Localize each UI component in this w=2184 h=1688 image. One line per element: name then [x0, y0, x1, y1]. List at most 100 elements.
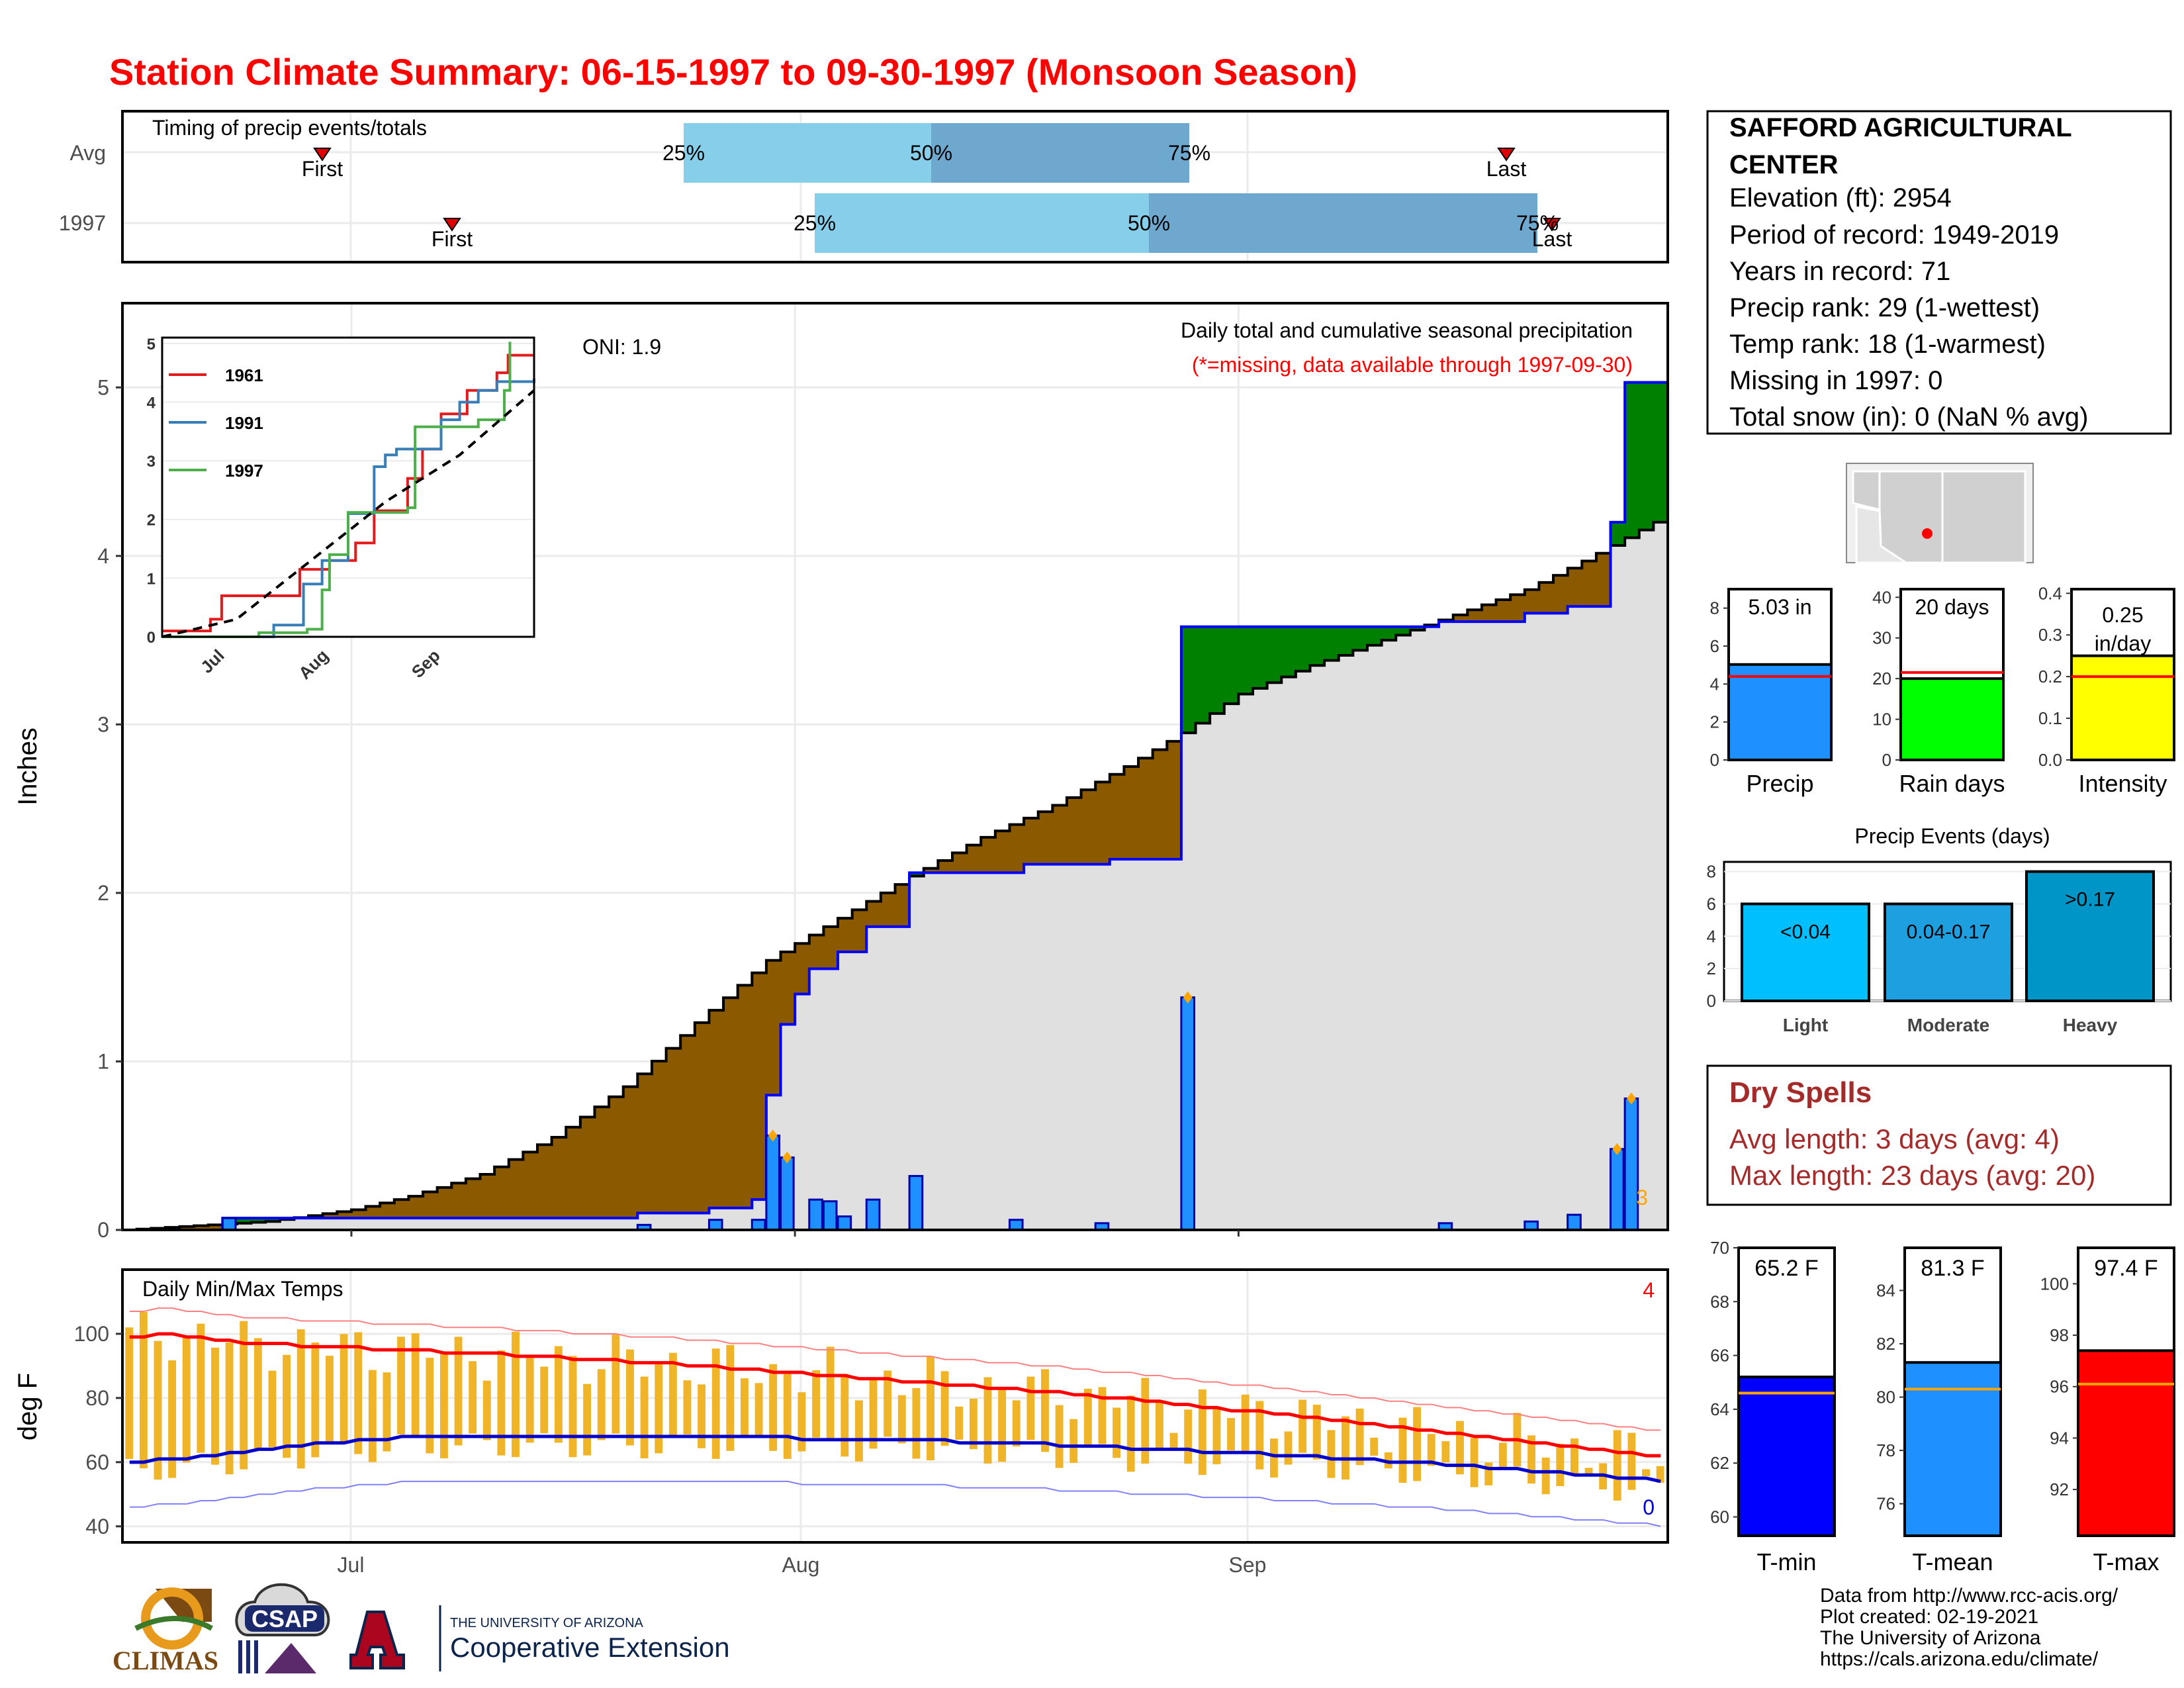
deficit-area [322, 1213, 338, 1219]
temp-summary-ytick-label: 70 [1710, 1238, 1729, 1258]
daily-temp-range-bar [340, 1334, 348, 1442]
daily-temp-range-bar [125, 1327, 134, 1459]
cumulative-base-area [1224, 704, 1239, 1230]
observed-cumulative-line [122, 381, 1668, 1231]
cumulative-base-area [1596, 606, 1612, 1230]
avg-timing-bar-late [931, 123, 1189, 183]
deficit-area [1567, 568, 1582, 607]
deficit-area [1024, 818, 1039, 865]
precip-events-chart: Precip Events (days) 0 2 4 6 8 <0.04 Light 0.04… [1707, 824, 2172, 1035]
surplus-area [1224, 626, 1239, 704]
surplus-area [909, 872, 925, 876]
daily-temp-range-bar [383, 1372, 391, 1452]
deficit-area [1553, 575, 1569, 614]
csap-logo: CSAP [235, 1583, 330, 1673]
temp-summary-ytick-label: 82 [1876, 1334, 1895, 1354]
temp-bar-charts: 65.2 F 60 62 64 66 68 70 T-min 81.3 F 76 78 80 82 84 T… [1710, 1238, 2175, 1575]
temp-summary-ytick-label: 78 [1876, 1440, 1895, 1460]
summary-label-0: Precip [1746, 770, 1813, 797]
footer-line-1: Data from http://www.rcc-acis.org/ [1820, 1585, 2118, 1607]
deficit-area [952, 853, 968, 873]
cumulative-base-area [1653, 522, 1668, 1230]
daily-precip-marker [1183, 991, 1193, 1004]
daily-temp-range-bar [1613, 1430, 1621, 1501]
daily-temp-range-bar [497, 1350, 506, 1456]
oni-label: ONI: 1.9 [582, 335, 661, 359]
daily-temp-range-bar [769, 1364, 778, 1451]
cumulative-base-area [394, 1218, 410, 1230]
daily-temp-range-bar [354, 1332, 363, 1454]
daily-temp-range-bar [1255, 1401, 1264, 1470]
temp-summary-ytick-label: 64 [1710, 1399, 1729, 1419]
precip-ytick-label: 2 [97, 881, 109, 905]
summary-value-1: 20 days [1915, 595, 1989, 619]
daily-temp-range-bar [482, 1380, 491, 1440]
daily-temp-range-bar [1370, 1437, 1379, 1456]
deficit-area [1524, 589, 1540, 614]
daily-temp-range-bar [583, 1383, 592, 1456]
precip-ylabel: Inches [13, 727, 42, 806]
deficit-area [1109, 774, 1125, 859]
x-tick-jul: Jul [338, 1553, 365, 1577]
inset-ytick-label: 1 [147, 570, 156, 588]
cumulative-base-area [880, 926, 896, 1230]
info-snow: Total snow (in): 0 (NaN % avg) [1729, 402, 2088, 432]
daily-temp-range-bar [626, 1349, 634, 1446]
legend-1961: 1961 [225, 365, 263, 385]
temp-summary-ytick-label: 80 [1876, 1387, 1895, 1407]
info-missing: Missing in 1997: 0 [1729, 366, 1942, 395]
avg-max-line [129, 1332, 1661, 1458]
daily-temp-range-bar [668, 1352, 677, 1438]
deficit-area [1066, 797, 1082, 865]
cumulative-base-area [1095, 864, 1111, 1230]
surplus-area [1396, 626, 1411, 635]
events-ytick-label: 0 [1707, 991, 1716, 1011]
daily-temp-range-bar [525, 1355, 534, 1443]
cumulative-base-area [508, 1218, 523, 1230]
precip-panel: 0 1 2 3 4 5 Inches ONI: 1.9 Daily total and c… [13, 302, 1669, 1242]
daily-temp-range-bar [1556, 1444, 1565, 1487]
deficit-area [394, 1199, 410, 1219]
summary-ytick-label: 0.4 [2038, 583, 2062, 603]
cumulative-base-area [1038, 864, 1053, 1230]
daily-temp-range-bar [139, 1311, 148, 1469]
events-bar-1 [1884, 902, 2013, 1003]
footer-line-4: https://cals.arizona.edu/climate/ [1820, 1648, 2099, 1670]
temp-summary-label-1: T-mean [1912, 1548, 1993, 1575]
cumulative-base-area [623, 1218, 638, 1230]
deficit-area [995, 831, 1011, 873]
daily-temp-range-bar [283, 1354, 291, 1458]
daily-temp-range-bar [1298, 1399, 1307, 1453]
daily-temp-range-bar [683, 1380, 692, 1435]
cumulative-base-area [938, 872, 953, 1230]
temp-summary-ytick-label: 94 [2050, 1428, 2069, 1448]
summary-ytick-label: 10 [1872, 710, 1891, 729]
deficit-area [795, 943, 810, 994]
temp-count-max: 4 [1643, 1278, 1655, 1302]
cumulative-base-area [1453, 622, 1468, 1230]
inset-ytick-label: 2 [147, 512, 156, 530]
inset-line-Avg [161, 389, 535, 638]
precip-ytick-label: 4 [97, 544, 109, 568]
1997-timing-bar-early [815, 193, 1149, 253]
surplus-area [1210, 626, 1225, 714]
deficit-area [351, 1209, 367, 1219]
inset-ytick-label: 3 [147, 453, 156, 471]
deficit-area [1124, 767, 1139, 859]
summary-value-0: 5.03 in [1748, 595, 1811, 619]
events-category-label-1: Moderate [1907, 1015, 1989, 1035]
daily-temp-range-bar [612, 1335, 620, 1434]
surplus-area [1381, 626, 1396, 641]
dry-spells-max: Max length: 23 days (avg: 20) [1729, 1160, 2095, 1191]
surplus-area [1625, 382, 1640, 538]
daily-temp-range-bar [569, 1356, 577, 1458]
avg-pct-50: 50% [910, 141, 952, 165]
summary-ytick-label: 2 [1710, 712, 1719, 732]
events-bar-0 [1741, 902, 1870, 1003]
daily-temp-range-bar [311, 1342, 320, 1458]
cumulative-base-area [594, 1218, 610, 1230]
avg-min-line [129, 1434, 1661, 1483]
cumulative-base-area [895, 926, 910, 1230]
daily-precip-bar [837, 1215, 852, 1231]
daily-temp-range-bar [1456, 1421, 1464, 1475]
